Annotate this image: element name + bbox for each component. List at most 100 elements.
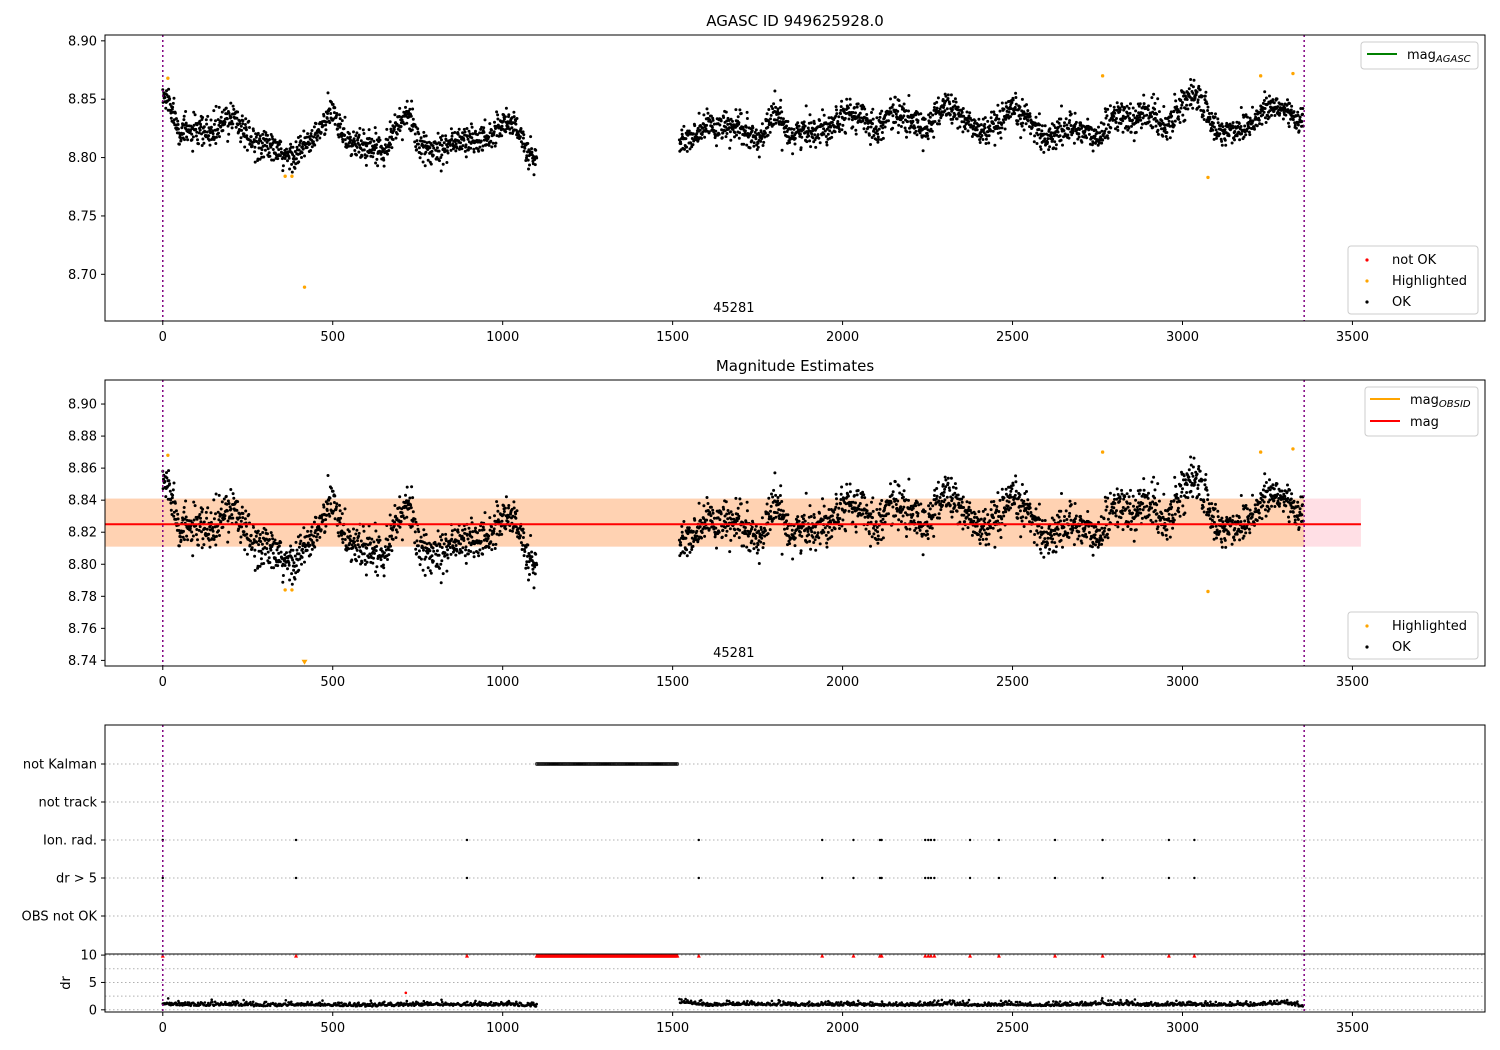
- ok-point: [946, 97, 950, 100]
- ok-point: [245, 134, 249, 138]
- ok-point: [531, 567, 535, 571]
- ok-point: [883, 125, 887, 129]
- ok-point: [225, 117, 229, 121]
- ok-point: [329, 486, 333, 490]
- ok-point: [512, 110, 516, 114]
- ok-point: [960, 110, 964, 114]
- ok-point: [1105, 114, 1109, 118]
- ok-point: [375, 538, 379, 542]
- ok-point: [214, 492, 218, 496]
- ok-point: [876, 530, 880, 534]
- ok-point: [1173, 119, 1177, 123]
- ok-point: [1077, 135, 1081, 139]
- ok-point: [388, 120, 392, 124]
- ok-point: [526, 566, 530, 570]
- ok-point: [1038, 145, 1042, 149]
- ok-point: [932, 106, 936, 109]
- ok-point: [770, 492, 773, 496]
- ok-point: [880, 499, 884, 502]
- ok-point: [172, 481, 176, 485]
- ok-point: [353, 553, 357, 557]
- ok-point: [416, 142, 420, 146]
- ok-point: [745, 509, 749, 513]
- ok-point: [1239, 106, 1243, 109]
- ok-point: [500, 124, 504, 128]
- ok-point: [1121, 119, 1125, 123]
- ok-point: [172, 96, 176, 100]
- ok-point: [682, 520, 686, 523]
- ok-point: [415, 551, 419, 555]
- ok-point: [394, 136, 398, 140]
- ok-point: [1142, 114, 1146, 118]
- ok-point: [1240, 132, 1244, 136]
- ok-point: [393, 504, 397, 507]
- ok-point: [737, 536, 741, 540]
- ok-point: [1103, 107, 1107, 111]
- ok-point: [331, 102, 335, 106]
- ok-point: [685, 145, 689, 149]
- ok-point: [1212, 137, 1216, 141]
- ok-point: [287, 563, 291, 567]
- ok-point: [474, 526, 477, 530]
- ok-point: [446, 151, 450, 155]
- ok-point: [217, 518, 221, 522]
- ok-point: [290, 582, 294, 586]
- ok-point: [1159, 127, 1163, 131]
- ok-point: [1276, 105, 1280, 109]
- ok-point: [1134, 109, 1138, 113]
- ok-point: [1272, 101, 1276, 105]
- ok-point: [1030, 125, 1034, 129]
- ok-point: [983, 122, 987, 126]
- ok-point: [1208, 117, 1212, 121]
- ok-point: [1086, 117, 1090, 121]
- ok-point: [908, 130, 912, 134]
- ok-point: [901, 120, 905, 124]
- ok-point: [469, 146, 473, 150]
- ok-point: [291, 145, 295, 149]
- ok-point: [300, 156, 303, 159]
- ok-point: [259, 557, 263, 561]
- ok-point: [512, 115, 516, 119]
- ok-point: [728, 130, 732, 134]
- ok-point: [190, 132, 194, 136]
- ok-point: [207, 138, 211, 142]
- ok-point: [313, 545, 317, 549]
- ok-point: [1202, 110, 1206, 114]
- ok-point: [221, 129, 225, 132]
- ok-point: [286, 567, 289, 571]
- highlighted-point: [1291, 71, 1295, 76]
- ok-point: [962, 114, 966, 118]
- ok-point: [413, 123, 417, 127]
- ok-point: [1197, 105, 1201, 109]
- ok-point: [1170, 114, 1174, 118]
- ok-point: [881, 536, 885, 540]
- ok-point: [838, 122, 842, 126]
- ok-point: [803, 124, 807, 128]
- ok-point: [483, 118, 487, 122]
- ok-point: [391, 138, 395, 141]
- ok-point: [466, 552, 470, 556]
- ok-point: [400, 138, 404, 142]
- ok-point: [948, 113, 952, 117]
- ok-point: [978, 542, 982, 546]
- ok-point: [171, 488, 175, 492]
- ok-point: [1106, 107, 1110, 111]
- ok-point: [720, 128, 724, 132]
- ok-point: [347, 530, 351, 533]
- ok-point: [1181, 101, 1184, 104]
- ok-point: [677, 538, 681, 542]
- ok-point: [198, 119, 202, 123]
- ok-point: [705, 123, 709, 127]
- ok-point: [390, 534, 393, 538]
- ok-point: [1220, 139, 1224, 143]
- ok-point: [469, 122, 473, 126]
- ok-point: [331, 489, 335, 493]
- ok-point: [935, 494, 939, 498]
- ok-point: [875, 129, 879, 133]
- ok-point: [379, 558, 383, 562]
- ok-point: [440, 546, 444, 549]
- ok-point: [1060, 104, 1063, 108]
- ok-point: [303, 560, 306, 564]
- ok-point: [897, 123, 901, 127]
- ok-point: [375, 143, 379, 147]
